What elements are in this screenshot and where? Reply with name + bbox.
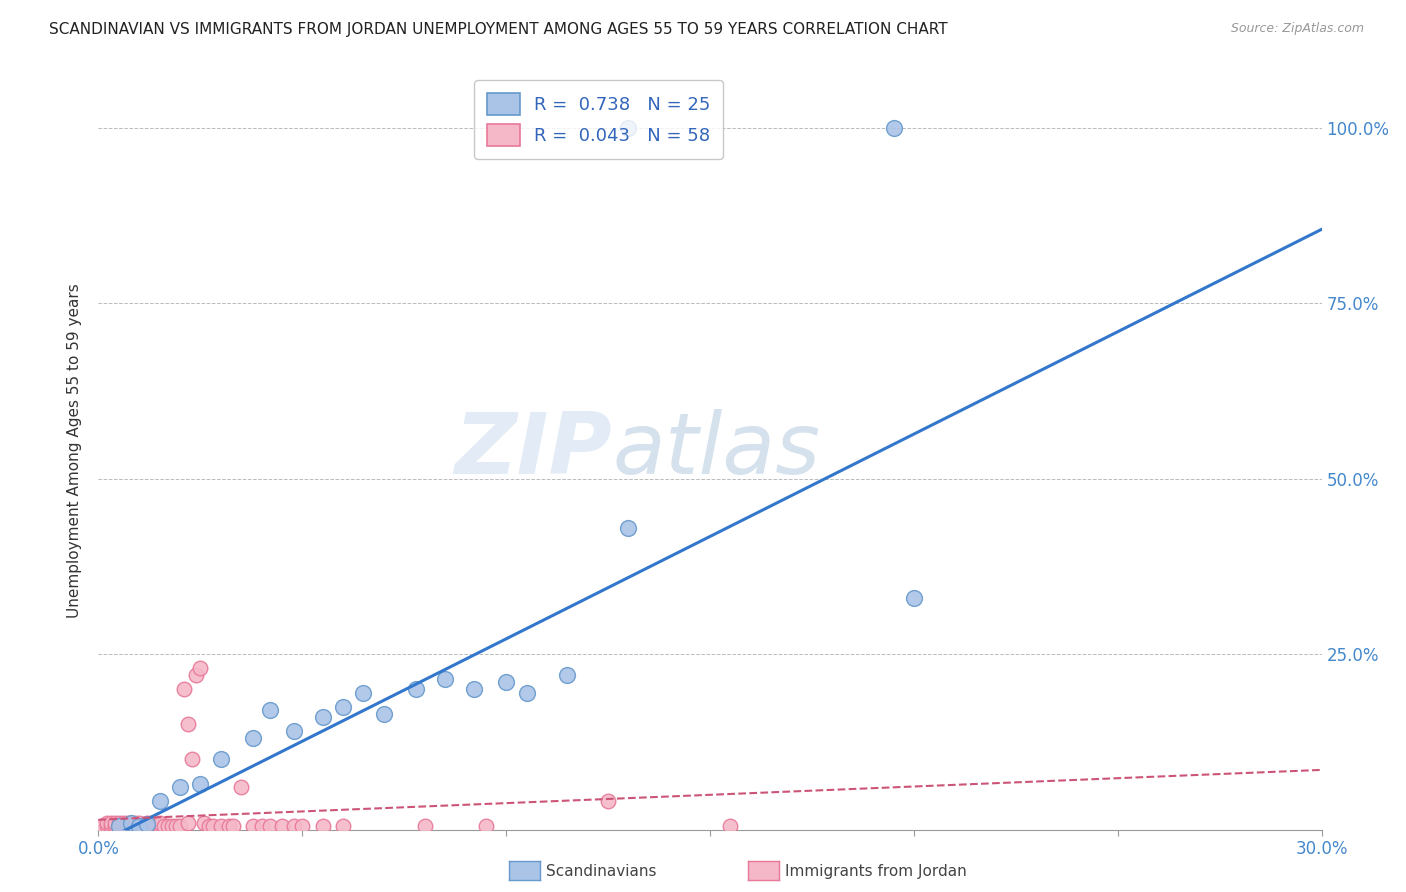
Point xyxy=(222,819,245,833)
Point xyxy=(201,819,224,833)
Point xyxy=(124,815,146,830)
Point xyxy=(120,815,142,830)
Point xyxy=(141,819,163,833)
Legend: R =  0.738   N = 25, R =  0.043   N = 58: R = 0.738 N = 25, R = 0.043 N = 58 xyxy=(474,80,723,159)
Point xyxy=(617,120,640,135)
Point xyxy=(405,682,427,697)
Text: ZIP: ZIP xyxy=(454,409,612,492)
Point xyxy=(181,752,204,766)
Point xyxy=(136,815,159,830)
Point xyxy=(283,819,305,833)
Point xyxy=(474,819,498,833)
Point xyxy=(177,717,200,731)
Text: atlas: atlas xyxy=(612,409,820,492)
Point xyxy=(108,819,131,833)
Point xyxy=(332,699,354,714)
Point xyxy=(197,819,219,833)
Point xyxy=(128,819,150,833)
Point xyxy=(149,819,172,833)
Point xyxy=(291,819,314,833)
Point xyxy=(128,819,150,833)
Point xyxy=(209,752,232,766)
Text: SCANDINAVIAN VS IMMIGRANTS FROM JORDAN UNEMPLOYMENT AMONG AGES 55 TO 59 YEARS CO: SCANDINAVIAN VS IMMIGRANTS FROM JORDAN U… xyxy=(49,22,948,37)
Point xyxy=(186,668,208,682)
Point xyxy=(516,686,538,700)
Point xyxy=(312,710,335,724)
Point xyxy=(156,819,179,833)
Point xyxy=(598,795,620,809)
Point xyxy=(108,815,131,830)
Point xyxy=(259,819,281,833)
Point xyxy=(188,777,212,791)
Point xyxy=(96,815,118,830)
Point xyxy=(283,724,305,739)
Point xyxy=(250,819,273,833)
Point xyxy=(903,591,925,605)
Point xyxy=(115,815,138,830)
Point xyxy=(242,819,264,833)
Point xyxy=(165,819,187,833)
Point xyxy=(124,819,146,833)
Point xyxy=(169,780,191,795)
Point xyxy=(120,815,142,830)
Point xyxy=(104,819,127,833)
Point xyxy=(463,682,485,697)
Point xyxy=(100,815,122,830)
Point xyxy=(270,819,294,833)
Point xyxy=(218,819,240,833)
Point xyxy=(332,819,354,833)
Point xyxy=(555,668,579,682)
Point xyxy=(188,661,212,675)
Point xyxy=(104,815,127,830)
Point xyxy=(132,819,155,833)
Point xyxy=(373,706,395,721)
Point xyxy=(160,819,183,833)
Point xyxy=(259,703,281,717)
Point xyxy=(193,815,215,830)
Point xyxy=(352,686,374,700)
Point xyxy=(108,819,131,833)
Point xyxy=(231,780,253,795)
Point xyxy=(149,815,172,830)
Point xyxy=(242,731,264,746)
Point xyxy=(617,521,640,535)
Point xyxy=(413,819,436,833)
Text: Immigrants from Jordan: Immigrants from Jordan xyxy=(785,864,966,879)
Point xyxy=(141,815,163,830)
Point xyxy=(100,819,122,833)
Point xyxy=(152,819,174,833)
Point xyxy=(312,819,335,833)
Text: Scandinavians: Scandinavians xyxy=(546,864,657,879)
Point xyxy=(495,675,517,690)
Y-axis label: Unemployment Among Ages 55 to 59 years: Unemployment Among Ages 55 to 59 years xyxy=(67,283,83,618)
Point xyxy=(718,819,742,833)
Point xyxy=(120,819,142,833)
Point xyxy=(145,819,167,833)
Point xyxy=(136,817,159,831)
Point xyxy=(149,795,172,809)
Point xyxy=(111,815,134,830)
Point xyxy=(128,815,150,830)
Point xyxy=(209,819,232,833)
Point xyxy=(111,819,134,833)
Point xyxy=(96,819,118,833)
Point xyxy=(883,120,905,135)
Point xyxy=(173,682,195,697)
Text: Source: ZipAtlas.com: Source: ZipAtlas.com xyxy=(1230,22,1364,36)
Point xyxy=(115,819,138,833)
Point xyxy=(132,819,155,833)
Point xyxy=(91,819,114,833)
Point xyxy=(434,672,457,686)
Point xyxy=(136,819,159,833)
Point xyxy=(169,819,191,833)
Point xyxy=(177,815,200,830)
